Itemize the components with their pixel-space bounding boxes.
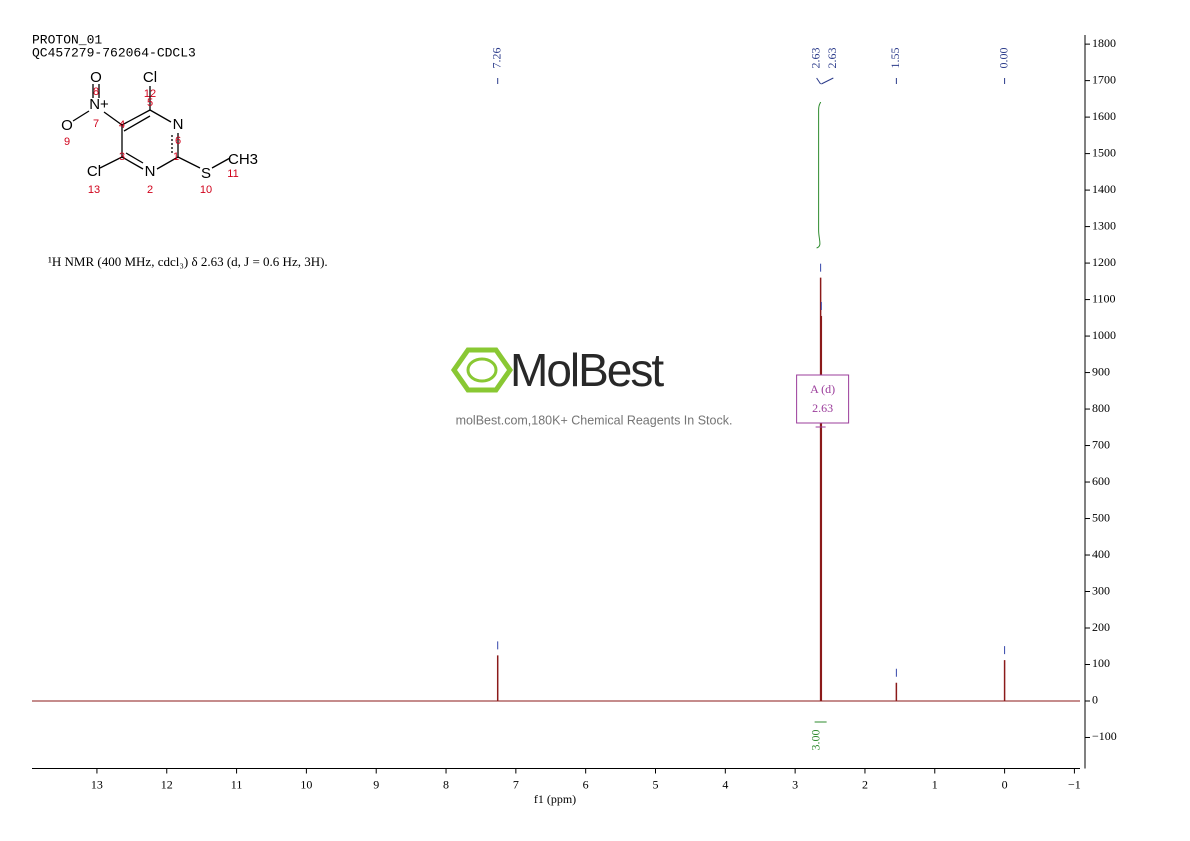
brand: MolBest	[510, 344, 664, 396]
atom-number: 11	[227, 168, 238, 180]
bond	[123, 115, 151, 132]
y-tick-label: 200	[1092, 620, 1110, 634]
atom-number: 3	[119, 151, 125, 163]
x-tick-label: 7	[513, 777, 519, 791]
y-tick-label: 1200	[1092, 255, 1116, 269]
multiplet-name: A (d)	[810, 382, 835, 396]
x-tick-label: 5	[652, 777, 658, 791]
atom-number: 1	[173, 151, 179, 163]
y-tick-label: 600	[1092, 474, 1110, 488]
atom-number: 4	[119, 119, 125, 131]
x-tick-label: 13	[91, 777, 103, 791]
atom-number: 9	[64, 136, 70, 148]
atom: N+	[89, 96, 109, 113]
atom: O	[61, 117, 73, 134]
y-tick-label: 1700	[1092, 72, 1116, 86]
x-axis-label: f1 (ppm)	[534, 792, 576, 806]
peak-label: 2.63	[825, 48, 839, 69]
x-tick-label: 2	[862, 777, 868, 791]
y-tick-label: 300	[1092, 583, 1110, 597]
title: PROTON_01	[32, 32, 102, 47]
y-tick-label: 400	[1092, 547, 1110, 561]
atom: CH3	[228, 151, 258, 168]
y-tick-label: 1100	[1092, 291, 1116, 305]
y-tick-label: 500	[1092, 510, 1110, 524]
y-tick-label: 0	[1092, 693, 1098, 707]
atom: O	[90, 69, 102, 86]
x-tick-label: 11	[231, 777, 243, 791]
multiplet-shift: 2.63	[812, 401, 833, 415]
atom-number: 13	[88, 184, 100, 196]
atom-number: 10	[200, 184, 212, 196]
peak-label: 7.26	[489, 48, 503, 69]
x-tick-label: 10	[300, 777, 312, 791]
atom: Cl	[143, 69, 157, 86]
atom-number: 8	[93, 86, 99, 98]
x-tick-label: −1	[1068, 777, 1081, 791]
x-tick-label: 12	[161, 777, 173, 791]
peak-label-leader	[816, 77, 822, 85]
y-tick-label: −100	[1092, 729, 1117, 743]
peak-label: 0.00	[996, 48, 1010, 69]
y-tick-label: 1000	[1092, 328, 1116, 342]
peak-label: 2.63	[808, 48, 822, 69]
watermark: MolBest molBest.com,180K+ Chemical Reage…	[450, 344, 733, 427]
bond	[72, 110, 90, 122]
atom-number: 2	[147, 184, 153, 196]
bond	[177, 156, 201, 169]
bond	[156, 156, 179, 170]
atom-number: 6	[175, 135, 181, 147]
atom: N	[173, 116, 184, 133]
y-tick-label: 1500	[1092, 145, 1116, 159]
y-tick-label: 1300	[1092, 218, 1116, 232]
x-tick-label: 3	[792, 777, 798, 791]
x-tick-label: 9	[373, 777, 379, 791]
y-tick-label: 1600	[1092, 109, 1116, 123]
x-tick-label: 8	[443, 777, 449, 791]
nmr-description: ¹H NMR (400 MHz, cdcl₃) δ 2.63 (d, J = 0…	[48, 254, 328, 269]
x-tick-label: 1	[932, 777, 938, 791]
integral-label: 3.00	[808, 730, 822, 751]
atom-number: 5	[147, 97, 153, 109]
y-tick-label: 900	[1092, 364, 1110, 378]
x-tick-label: 0	[1002, 777, 1008, 791]
atom: S	[201, 165, 211, 182]
sample-id: QC457279-762064-CDCL3	[32, 45, 196, 60]
y-tick-label: 800	[1092, 401, 1110, 415]
y-tick-label: 1800	[1092, 36, 1116, 50]
x-tick-label: 6	[583, 777, 589, 791]
bond	[121, 156, 144, 170]
integral-curve	[816, 101, 822, 249]
bond	[103, 111, 123, 126]
x-tick-label: 4	[722, 777, 728, 791]
peak-label-leader	[821, 77, 834, 85]
y-tick-label: 700	[1092, 437, 1110, 451]
bond	[125, 152, 144, 164]
bond	[149, 109, 172, 123]
bond	[121, 109, 151, 126]
tagline: molBest.com,180K+ Chemical Reagents In S…	[456, 413, 733, 427]
structure: Cl 12 5 N 6 1 CH3 11 S 10 N 2 3 Cl 13 4 …	[61, 69, 258, 196]
logo	[466, 357, 498, 383]
peak-label: 1.55	[888, 48, 902, 69]
bond	[99, 156, 123, 169]
atom-number: 7	[93, 118, 99, 130]
logo	[450, 347, 514, 393]
atom-number: 12	[144, 88, 156, 100]
y-tick-label: 1400	[1092, 182, 1116, 196]
y-tick-label: 100	[1092, 656, 1110, 670]
atom: N	[145, 163, 156, 180]
multiplet-box	[796, 374, 850, 424]
atom: Cl	[87, 163, 101, 180]
bond	[211, 157, 231, 169]
